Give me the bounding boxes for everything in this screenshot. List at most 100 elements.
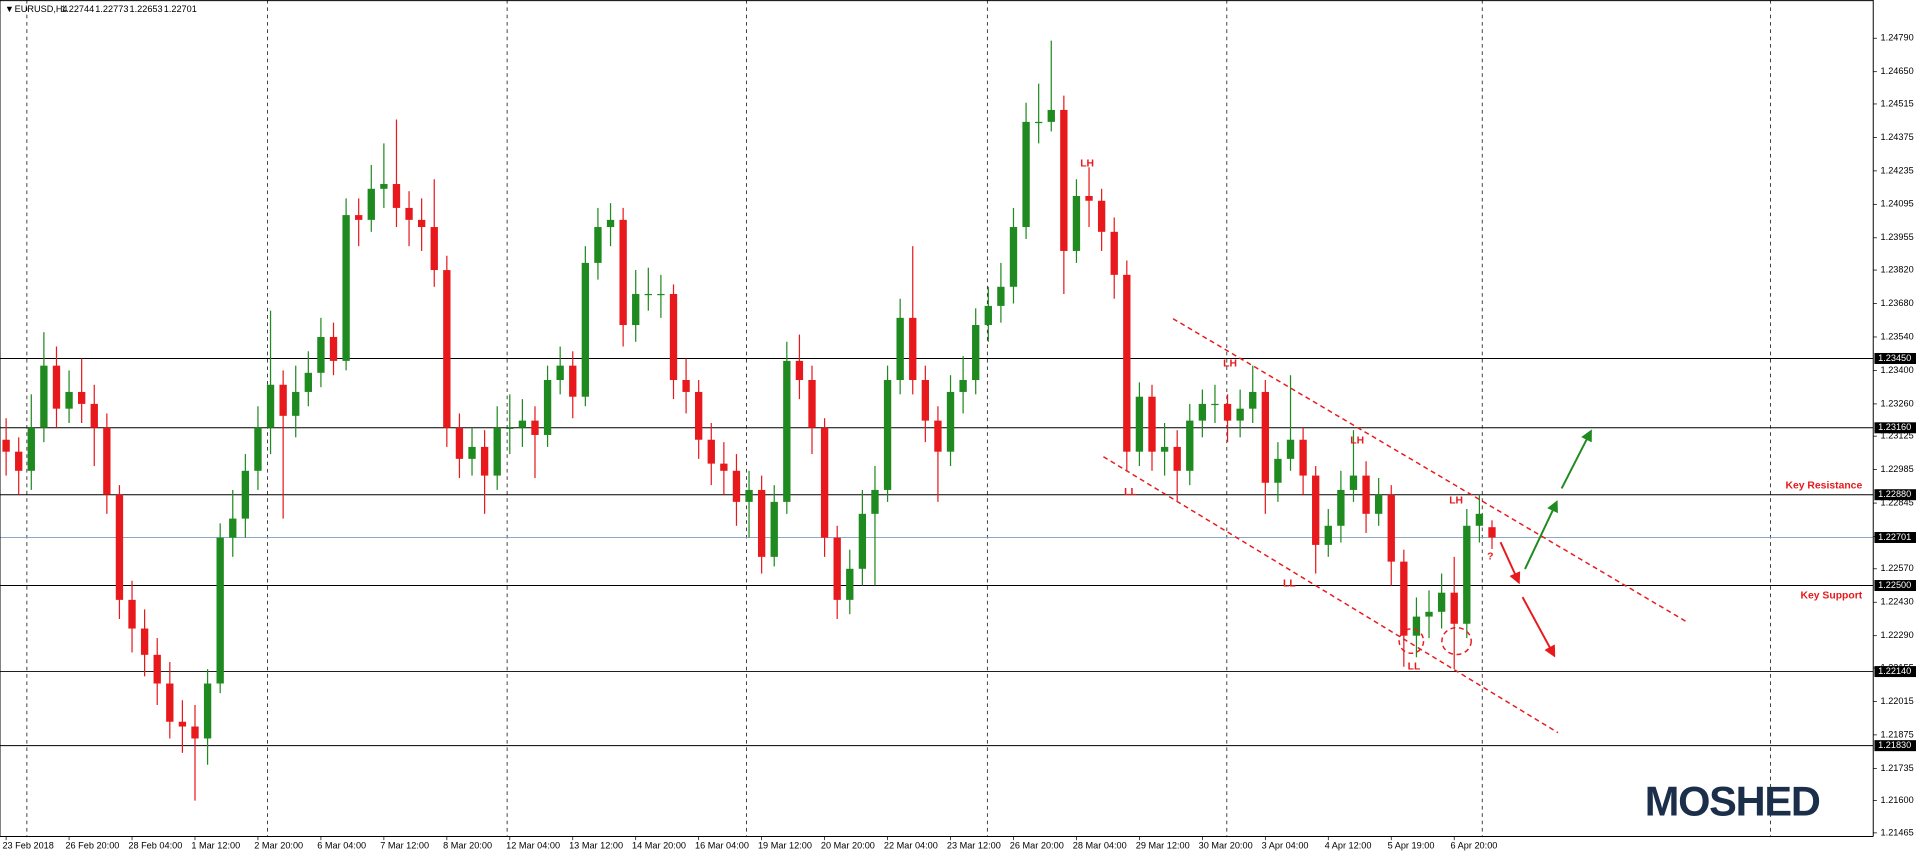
- y-tick-label: 1.24375: [1881, 132, 1914, 142]
- y-tick-label: 1.23955: [1881, 232, 1914, 242]
- arrow-up: [1524, 500, 1558, 570]
- level-box: [1874, 740, 1916, 752]
- candle-body: [682, 379, 690, 392]
- candle-body: [1173, 446, 1181, 471]
- y-tick-label: 1.23400: [1881, 365, 1914, 375]
- candle-body: [1450, 592, 1458, 624]
- candle-body: [883, 379, 892, 490]
- candle-body: [1198, 403, 1207, 421]
- x-tick-label: 29 Mar 12:00: [1136, 841, 1190, 851]
- annotation: Key Support: [1801, 591, 1863, 602]
- candle-body: [1022, 121, 1030, 228]
- candle-body: [959, 379, 967, 392]
- candle-body: [27, 427, 35, 471]
- candle-body: [468, 446, 476, 459]
- y-tick-label: 1.21735: [1881, 763, 1914, 773]
- candle-body: [493, 427, 501, 476]
- y-tick-label: 1.21875: [1881, 729, 1914, 739]
- candle-body: [140, 628, 149, 655]
- candle-body: [745, 489, 753, 502]
- candle-body: [909, 317, 917, 380]
- candle-body: [342, 215, 350, 361]
- arrow-down: [1521, 596, 1556, 658]
- candle-body: [115, 494, 124, 600]
- candle-body: [972, 325, 980, 380]
- candle-body: [1261, 391, 1269, 483]
- x-tick-label: 5 Apr 19:00: [1388, 841, 1435, 851]
- arrow-up: [1560, 429, 1592, 489]
- x-tick-label: 1 Mar 12:00: [191, 841, 240, 851]
- y-tick-label: 1.23125: [1881, 431, 1914, 441]
- candle-body: [392, 184, 401, 208]
- candle-body: [2, 439, 10, 452]
- candle-body: [480, 446, 489, 476]
- level-label: 1.23450: [1878, 353, 1911, 363]
- candle-body: [1072, 195, 1081, 251]
- candle-body: [405, 207, 413, 220]
- level-label: 1.23160: [1878, 422, 1911, 432]
- candle-body: [984, 305, 992, 326]
- candle-body: [417, 219, 426, 228]
- candle-body: [632, 293, 640, 326]
- level-box: [1874, 489, 1916, 501]
- x-tick-label: 22 Mar 04:00: [884, 841, 938, 851]
- level-label: 1.22500: [1878, 580, 1911, 590]
- candle-body: [317, 336, 325, 373]
- annotation: LL: [1283, 578, 1296, 589]
- candle-body: [921, 379, 930, 421]
- candle-body: [946, 391, 955, 452]
- x-tick-label: 19 Mar 12:00: [758, 841, 812, 851]
- x-tick-label: 2 Mar 20:00: [254, 841, 303, 851]
- channel-upper: [1172, 318, 1687, 623]
- candle-body: [443, 270, 451, 428]
- candle-body: [1299, 439, 1307, 476]
- candle-body: [1312, 475, 1320, 545]
- annotation: LH: [1223, 359, 1237, 370]
- x-tick-label: 16 Mar 04:00: [695, 841, 749, 851]
- candle-body: [1437, 592, 1446, 612]
- low-circle: [1441, 626, 1472, 656]
- candle-body: [757, 489, 766, 557]
- candle-body: [40, 365, 48, 428]
- y-tick-label: 1.24515: [1881, 98, 1914, 108]
- level-label: 1.22140: [1878, 666, 1911, 676]
- candle-body: [1475, 513, 1484, 526]
- level-box: [1874, 580, 1916, 592]
- candle-body: [695, 391, 703, 440]
- y-tick-label: 1.24095: [1881, 199, 1914, 209]
- candle-body: [1186, 420, 1194, 471]
- candle-body: [833, 537, 841, 600]
- candle-body: [1274, 458, 1282, 483]
- annotation: LL: [1124, 487, 1137, 498]
- candle-body: [619, 219, 627, 326]
- candle-body: [1249, 391, 1257, 409]
- candle-body: [52, 365, 61, 409]
- x-tick-label: 28 Mar 04:00: [1073, 841, 1127, 851]
- y-tick-label: 1.23260: [1881, 398, 1914, 408]
- candle-body: [1374, 494, 1383, 514]
- candle-body: [1324, 525, 1332, 545]
- x-tick-label: 26 Feb 20:00: [65, 841, 119, 851]
- level-box: [1874, 352, 1916, 364]
- candle-body: [355, 215, 363, 220]
- candle-body: [820, 427, 829, 538]
- candle-body: [216, 537, 224, 684]
- candle-body: [329, 336, 338, 361]
- candle-body: [1097, 200, 1106, 232]
- symbol: EURUSD,H4: [15, 4, 68, 14]
- candle-body: [430, 227, 438, 271]
- candle-body: [1211, 403, 1219, 406]
- arrow-down: [1499, 541, 1521, 585]
- candle-body: [783, 360, 791, 502]
- low-circle: [1398, 628, 1425, 655]
- candle-body: [1349, 475, 1358, 490]
- menu-icon: ▼: [5, 4, 14, 14]
- y-tick-label: 1.23820: [1881, 264, 1914, 274]
- candle-body: [506, 427, 514, 430]
- candle-body: [241, 470, 250, 519]
- annotation: ?: [1487, 552, 1493, 563]
- candles: [2, 40, 1496, 801]
- annotation: LH: [1080, 158, 1094, 169]
- candle-body: [266, 384, 275, 428]
